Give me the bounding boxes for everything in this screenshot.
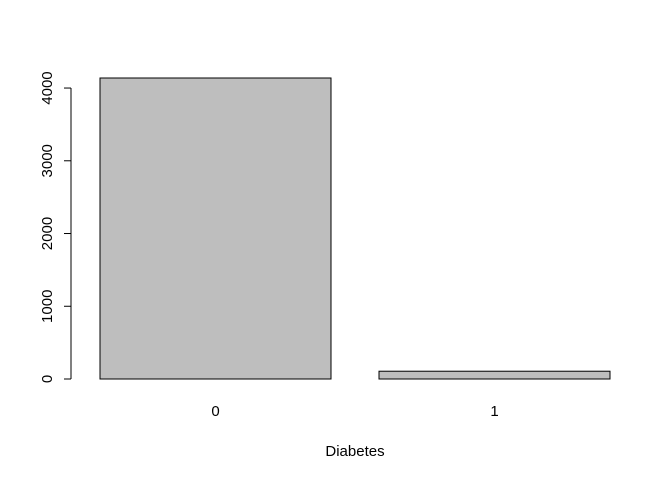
y-tick-label: 2000 <box>39 217 56 250</box>
y-tick-label: 0 <box>39 375 56 383</box>
bars-group <box>99 77 611 380</box>
x-axis-title: Diabetes <box>325 443 384 460</box>
y-axis: 0 1000 2000 3000 4000 <box>39 71 72 383</box>
bar-0 <box>99 77 332 380</box>
y-tick-label: 4000 <box>39 71 56 104</box>
y-tick-label: 3000 <box>39 144 56 177</box>
x-tick-label: 0 <box>211 403 219 420</box>
x-tick-label: 1 <box>490 403 498 420</box>
bar-1 <box>378 370 611 380</box>
y-tick-label: 1000 <box>39 290 56 323</box>
